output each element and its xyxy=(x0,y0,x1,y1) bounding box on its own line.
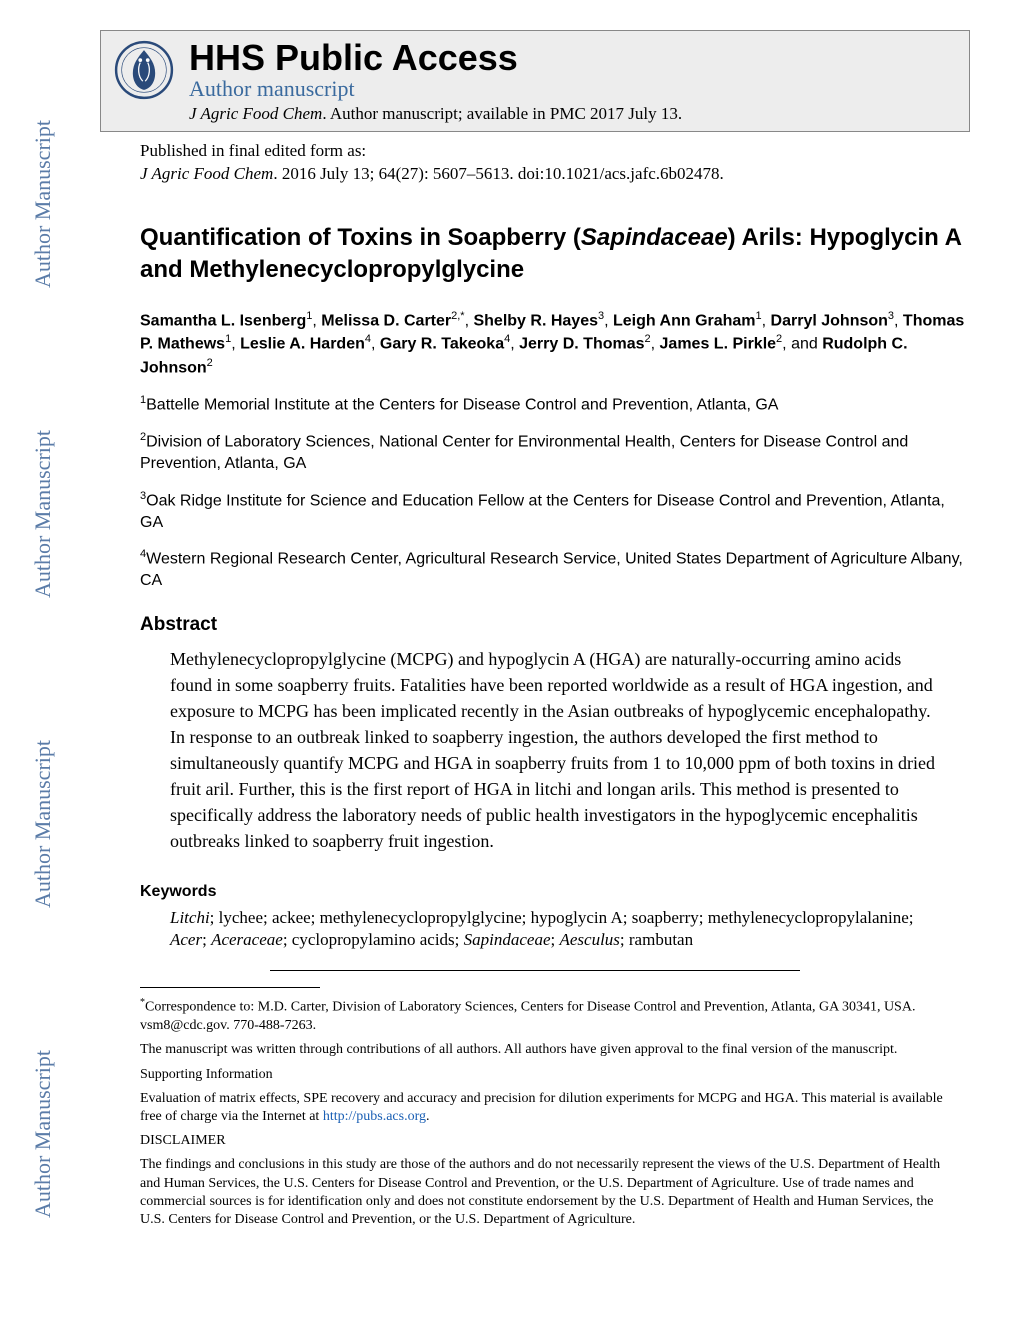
affiliation: 2Division of Laboratory Sciences, Nation… xyxy=(140,430,970,475)
author-list: Samantha L. Isenberg1, Melissa D. Carter… xyxy=(140,309,970,380)
header-box: HHS Public Access Author manuscript J Ag… xyxy=(100,30,970,132)
sidebar-watermarks: Author Manuscript Author Manuscript Auth… xyxy=(0,0,88,1320)
keywords-heading: Keywords xyxy=(140,883,970,901)
journal-name: J Agric Food Chem xyxy=(189,104,322,123)
affiliation: 1Battelle Memorial Institute at the Cent… xyxy=(140,393,970,416)
watermark-text: Author Manuscript xyxy=(30,1050,56,1218)
footnote-correspondence: *Correspondence to: M.D. Carter, Divisio… xyxy=(140,996,950,1035)
hhs-title: HHS Public Access xyxy=(189,39,957,77)
title-pre: Quantification of Toxins in Soapberry ( xyxy=(140,224,581,251)
footnote-authors: The manuscript was written through contr… xyxy=(140,1041,950,1059)
watermark-text: Author Manuscript xyxy=(30,740,56,908)
footnote-si-link[interactable]: http://pubs.acs.org xyxy=(323,1109,426,1124)
journal-suffix: . Author manuscript; available in PMC 20… xyxy=(322,104,682,123)
published-label: Published in final edited form as: xyxy=(140,140,970,163)
abstract-heading: Abstract xyxy=(140,614,970,636)
affiliation: 4Western Regional Research Center, Agric… xyxy=(140,547,970,592)
journal-line: J Agric Food Chem. Author manuscript; av… xyxy=(189,103,957,125)
article-title: Quantification of Toxins in Soapberry (S… xyxy=(140,222,970,287)
watermark-text: Author Manuscript xyxy=(30,120,56,288)
citation-details: . 2016 July 13; 64(27): 5607–5613. doi:1… xyxy=(273,164,723,183)
watermark-text: Author Manuscript xyxy=(30,430,56,598)
footnote-si-text: Evaluation of matrix effects, SPE recove… xyxy=(140,1091,943,1124)
footnote-disclaimer-body: The findings and conclusions in this stu… xyxy=(140,1156,950,1229)
citation-journal: J Agric Food Chem xyxy=(140,164,273,183)
title-italic: Sapindaceae xyxy=(581,224,728,251)
author-manuscript-label: Author manuscript xyxy=(189,77,957,101)
published-block: Published in final edited form as: J Agr… xyxy=(140,140,970,186)
page-content: HHS Public Access Author manuscript J Ag… xyxy=(100,30,970,1235)
footnote-rule xyxy=(140,987,320,988)
footnote-si-heading: Supporting Information xyxy=(140,1066,950,1084)
footnote-si-body: Evaluation of matrix effects, SPE recove… xyxy=(140,1090,950,1126)
abstract-body: Methylenecyclopropylglycine (MCPG) and h… xyxy=(170,646,940,855)
footnote-disclaimer-heading: DISCLAIMER xyxy=(140,1132,950,1150)
keywords-body: Litchi; lychee; ackee; methylenecyclopro… xyxy=(170,907,940,953)
section-divider xyxy=(270,970,800,971)
affiliation: 3Oak Ridge Institute for Science and Edu… xyxy=(140,489,970,534)
hhs-logo-icon xyxy=(113,39,175,101)
